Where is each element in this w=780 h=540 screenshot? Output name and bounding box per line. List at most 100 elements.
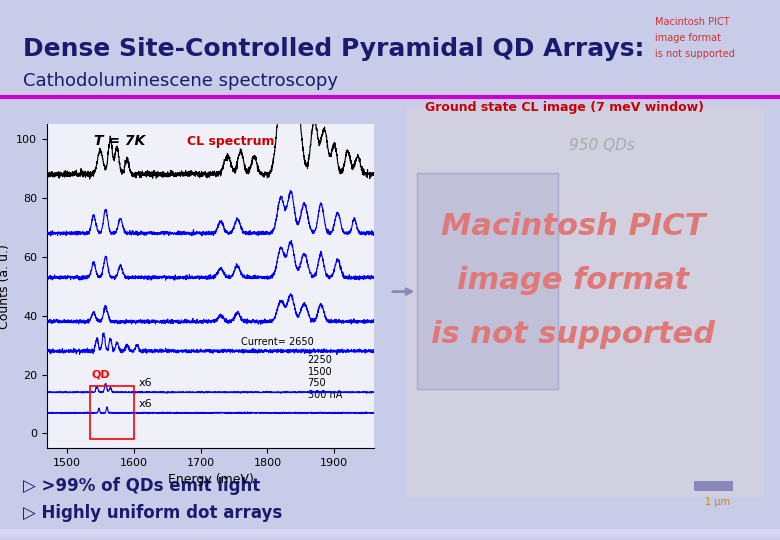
Bar xyxy=(0,532,780,537)
Text: 300 nA: 300 nA xyxy=(307,390,342,400)
Bar xyxy=(0,534,780,539)
Bar xyxy=(0,531,780,537)
Bar xyxy=(0,531,780,537)
Bar xyxy=(0,530,780,536)
Bar xyxy=(0,535,780,540)
Bar xyxy=(0,534,780,539)
Bar xyxy=(0,534,780,539)
Bar xyxy=(0,533,780,538)
Bar xyxy=(0,531,780,537)
Text: 2250: 2250 xyxy=(307,355,332,365)
Bar xyxy=(0,533,780,538)
Bar xyxy=(0,531,780,536)
Text: Ground state CL image (7 meV window): Ground state CL image (7 meV window) xyxy=(425,102,704,114)
Bar xyxy=(0,532,780,538)
Bar xyxy=(0,531,780,537)
Bar xyxy=(0,530,780,536)
Bar xyxy=(0,530,780,536)
Bar xyxy=(0,532,780,538)
Bar xyxy=(0,534,780,539)
Bar xyxy=(0,531,780,537)
Bar xyxy=(0,531,780,536)
Text: 1500: 1500 xyxy=(307,367,332,376)
Bar xyxy=(0,532,780,538)
Bar xyxy=(0,531,780,536)
Bar xyxy=(0,529,780,535)
Bar xyxy=(0,534,780,539)
Bar xyxy=(0,533,780,538)
Text: 750: 750 xyxy=(307,379,326,388)
Bar xyxy=(0,532,780,538)
Bar xyxy=(0,533,780,538)
Bar xyxy=(0,533,780,538)
Bar xyxy=(0,529,780,535)
Bar xyxy=(0,530,780,535)
Y-axis label: Counts (a. u.): Counts (a. u.) xyxy=(0,244,10,329)
Bar xyxy=(0,534,780,539)
Bar xyxy=(0,530,780,536)
Text: x6: x6 xyxy=(138,399,152,409)
Bar xyxy=(0,530,780,536)
Bar xyxy=(0,530,780,536)
Bar xyxy=(0,535,780,540)
Bar xyxy=(0,534,780,539)
Bar xyxy=(0,531,780,536)
Bar xyxy=(0,532,780,537)
Bar xyxy=(0,532,780,537)
Text: x6: x6 xyxy=(138,379,152,388)
Bar xyxy=(0,529,780,535)
Text: ▷ Highly uniform dot arrays: ▷ Highly uniform dot arrays xyxy=(23,504,282,522)
Bar xyxy=(0,530,780,536)
Text: is not supported: is not supported xyxy=(431,320,715,349)
Bar xyxy=(0,530,780,535)
Bar xyxy=(0,532,780,537)
Bar xyxy=(0,533,780,538)
Bar xyxy=(0,534,780,539)
Bar xyxy=(0,531,780,536)
Bar xyxy=(0,531,780,537)
Bar xyxy=(0,534,780,539)
Bar xyxy=(0,529,780,535)
Bar xyxy=(0,534,780,539)
Bar xyxy=(0,534,780,539)
Bar xyxy=(0,532,780,538)
Bar xyxy=(90,386,133,440)
Text: is not supported: is not supported xyxy=(655,49,735,59)
Bar xyxy=(0,530,780,535)
Bar xyxy=(0,531,780,536)
Text: CL spectrum: CL spectrum xyxy=(187,135,275,148)
Bar xyxy=(417,173,558,389)
Bar xyxy=(694,481,733,491)
Bar xyxy=(0,530,780,535)
Bar xyxy=(0,532,780,538)
Bar xyxy=(0,531,780,537)
Bar xyxy=(0,531,780,537)
Bar xyxy=(0,532,780,538)
Bar xyxy=(0,530,780,536)
Bar xyxy=(406,108,764,497)
Bar xyxy=(0,530,780,535)
Bar xyxy=(0,532,780,537)
Bar xyxy=(0,534,780,539)
X-axis label: Energy (meV): Energy (meV) xyxy=(168,474,254,487)
Bar xyxy=(0,532,780,538)
Bar xyxy=(0,532,780,538)
Bar xyxy=(0,534,780,539)
Bar xyxy=(0,533,780,538)
Text: image format: image format xyxy=(457,266,690,295)
Bar xyxy=(0,535,780,540)
Text: 1 µm: 1 µm xyxy=(705,497,730,507)
Bar xyxy=(0,534,780,539)
Text: image format: image format xyxy=(655,33,722,43)
Bar xyxy=(0,531,780,536)
Bar xyxy=(0,531,780,537)
Bar xyxy=(0,535,780,540)
Bar xyxy=(0,530,780,535)
Bar xyxy=(0,531,780,537)
Bar xyxy=(0,534,780,539)
Bar xyxy=(0,531,780,537)
Text: Current= 2650: Current= 2650 xyxy=(241,337,314,347)
Bar xyxy=(0,534,780,539)
Bar xyxy=(0,530,780,535)
Text: Cathodoluminescene spectroscopy: Cathodoluminescene spectroscopy xyxy=(23,72,339,90)
